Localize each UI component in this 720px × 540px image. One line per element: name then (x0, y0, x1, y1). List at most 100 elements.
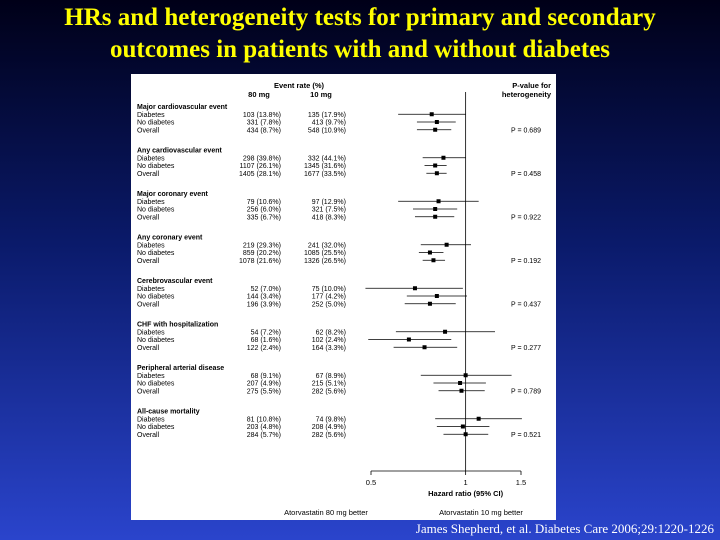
row-label: Overall (137, 388, 160, 395)
event-rate-80mg: 52 (7.0%) (251, 286, 281, 293)
event-rate-80mg: 1405 (28.1%) (239, 171, 281, 178)
event-rate-10mg: 67 (8.9%) (316, 373, 346, 380)
x-tick-label: 1 (464, 478, 468, 487)
table-row: Overall 1078 (21.6%) 1326 (26.5%) (137, 258, 446, 265)
event-rate-80mg: 196 (3.9%) (247, 301, 281, 308)
event-rate-80mg: 54 (7.2%) (251, 329, 281, 336)
hazard-ratio-point (443, 329, 448, 334)
event-rate-80mg: 122 (2.4%) (247, 345, 281, 352)
p-value: P = 0.922 (511, 214, 541, 221)
x-axis-ticks: 0.5 1 1.5 (366, 471, 526, 487)
header-80mg: 80 mg (248, 90, 270, 99)
table-row: Diabetes 68 (9.1%) 67 (8.9%) (137, 373, 512, 380)
table-row: No diabetes 1107 (26.1%) 1345 (31.6%) (137, 163, 447, 170)
event-rate-80mg: 859 (20.2%) (243, 250, 281, 257)
hazard-ratio-point (441, 155, 446, 160)
table-row: No diabetes 207 (4.9%) 215 (5.1%) (137, 381, 486, 388)
row-label: Diabetes (137, 112, 165, 119)
hazard-ratio-point (433, 127, 438, 132)
row-label: Diabetes (137, 329, 165, 336)
row-label: Overall (137, 301, 160, 308)
event-rate-80mg: 335 (6.7%) (247, 214, 281, 221)
hazard-ratio-point (476, 416, 481, 421)
table-row: Overall 284 (5.7%) 282 (5.6%) (137, 432, 489, 439)
event-rate-80mg: 219 (29.3%) (243, 242, 281, 249)
outcome-title: Peripheral arterial disease (137, 365, 224, 372)
hazard-ratio-point (459, 388, 464, 393)
hazard-ratio-point (429, 112, 434, 117)
table-row: No diabetes 68 (1.6%) 102 (2.4%) (137, 337, 452, 344)
hazard-ratio-point (463, 373, 468, 378)
x-tick-label: 0.5 (366, 478, 376, 487)
p-value: P = 0.277 (511, 345, 541, 352)
table-row: No diabetes 144 (3.4%) 177 (4.2%) (137, 294, 467, 301)
table-row: No diabetes 256 (6.0%) 321 (7.5%) (137, 207, 458, 214)
hazard-ratio-point (427, 250, 432, 255)
row-label: Diabetes (137, 199, 165, 206)
table-row: No diabetes 859 (20.2%) 1085 (25.5%) (137, 250, 444, 257)
table-row: Diabetes 103 (13.8%) 135 (17.9%) (137, 112, 466, 119)
table-row: Diabetes 298 (39.8%) 332 (44.1%) (137, 155, 466, 162)
x-axis-label: Hazard ratio (95% CI) (428, 489, 504, 498)
p-value: P = 0.437 (511, 301, 541, 308)
outcome-title: Any coronary event (137, 235, 203, 242)
event-rate-10mg: 1345 (31.6%) (304, 163, 346, 170)
hazard-ratio-point (433, 163, 438, 168)
x-axis-left-note: Atorvastatin 80 mg better (284, 508, 368, 517)
event-rate-10mg: 418 (8.3%) (312, 214, 346, 221)
outcome-title: Any cardiovascular event (137, 148, 222, 155)
hazard-ratio-point (433, 207, 438, 211)
header-event-rate: Event rate (%) (274, 81, 325, 90)
table-row: Overall 275 (5.5%) 282 (5.6%) (137, 388, 485, 395)
event-rate-80mg: 207 (4.9%) (247, 381, 281, 388)
header-10mg: 10 mg (310, 90, 332, 99)
event-rate-10mg: 74 (9.8%) (316, 416, 346, 423)
table-row: Diabetes 81 (10.8%) 74 (9.8%) (137, 416, 522, 423)
event-rate-80mg: 103 (13.8%) (243, 112, 281, 119)
outcome-title: All-cause mortality (137, 409, 200, 416)
event-rate-80mg: 68 (9.1%) (251, 373, 281, 380)
row-label: Overall (137, 345, 160, 352)
hazard-ratio-point (422, 345, 427, 350)
x-axis: 0.5 1 1.5 Hazard ratio (95% CI) Atorvastat… (284, 470, 526, 517)
forest-plot-panel: Event rate (%) 80 mg 10 mg P-value for h… (131, 74, 556, 520)
event-rate-10mg: 1326 (26.5%) (304, 258, 346, 265)
hazard-ratio-point (458, 381, 463, 385)
row-label: Diabetes (137, 155, 165, 162)
row-label: No diabetes (137, 250, 175, 257)
event-rate-80mg: 284 (5.7%) (247, 432, 281, 439)
p-value: P = 0.689 (511, 127, 541, 134)
event-rate-10mg: 164 (3.3%) (312, 345, 346, 352)
row-label: No diabetes (137, 381, 175, 388)
p-value: P = 0.192 (511, 258, 541, 265)
event-rate-80mg: 1107 (26.1%) (239, 163, 281, 170)
event-rate-10mg: 332 (44.1%) (308, 155, 346, 162)
event-rate-10mg: 282 (5.6%) (312, 388, 346, 395)
event-rate-80mg: 434 (8.7%) (247, 127, 281, 134)
row-label: Diabetes (137, 242, 165, 249)
hazard-ratio-point (434, 120, 439, 124)
event-rate-10mg: 252 (5.0%) (312, 301, 346, 308)
p-value: P = 0.521 (511, 432, 541, 439)
hazard-ratio-point (434, 171, 439, 176)
outcome-title: Major cardiovascular event (137, 104, 228, 111)
header: Event rate (%) 80 mg 10 mg P-value for h… (248, 81, 552, 99)
slide-title-line-1: HRs and heterogeneity tests for primary … (64, 4, 656, 31)
table-row: Diabetes 52 (7.0%) 75 (10.0%) (137, 286, 463, 293)
header-pvalue-line-1: P-value for (512, 81, 551, 90)
event-rate-10mg: 102 (2.4%) (312, 337, 346, 344)
row-label: No diabetes (137, 163, 175, 170)
x-tick-label: 1.5 (516, 478, 526, 487)
event-rate-10mg: 413 (9.7%) (312, 120, 346, 127)
event-rate-80mg: 275 (5.5%) (247, 388, 281, 395)
event-rate-80mg: 331 (7.8%) (247, 120, 281, 127)
hazard-ratio-point (431, 258, 436, 263)
event-rate-80mg: 256 (6.0%) (247, 207, 281, 214)
event-rate-10mg: 548 (10.9%) (308, 127, 346, 134)
